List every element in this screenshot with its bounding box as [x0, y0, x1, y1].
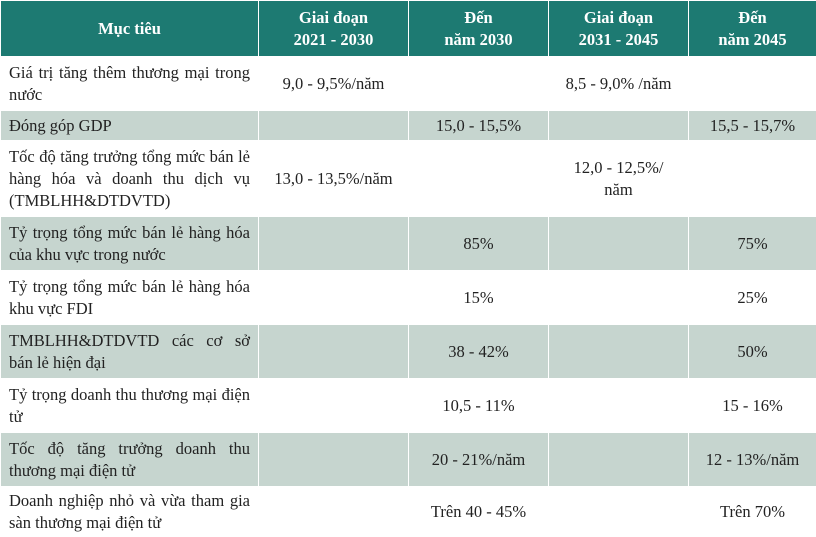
target-value: [259, 379, 409, 433]
target-value: 15%: [409, 271, 549, 325]
header-text: Đến: [417, 7, 540, 29]
header-text: Đến: [697, 7, 808, 29]
target-value: [549, 217, 689, 271]
table-row: Tỷ trọng tổng mức bán lẻ hàng hóa khu vự…: [1, 271, 816, 325]
header-text: Mục tiêu: [9, 18, 250, 40]
target-value: [409, 141, 549, 217]
target-value: [549, 379, 689, 433]
table-row: Tỷ trọng tổng mức bán lẻ hàng hóa của kh…: [1, 217, 816, 271]
table-row: Tốc độ tăng trưởng doanh thu thương mại …: [1, 433, 816, 487]
target-value: [549, 487, 689, 537]
target-value: [259, 271, 409, 325]
target-value: 75%: [689, 217, 816, 271]
target-value: 38 - 42%: [409, 325, 549, 379]
header-text: 2031 - 2045: [557, 29, 680, 51]
table-row: Doanh nghiệp nhỏ và vừa tham gia sàn thư…: [1, 487, 816, 537]
table-row: TMBLHH&DTDVTD các cơ sở bán lẻ hiện đại 3…: [1, 325, 816, 379]
target-value: 85%: [409, 217, 549, 271]
target-value: [259, 433, 409, 487]
target-value: 15,0 - 15,5%: [409, 111, 549, 141]
target-value: [259, 111, 409, 141]
header-text: năm 2045: [697, 29, 808, 51]
table-row: Tỷ trọng doanh thu thương mại điện tử 10,…: [1, 379, 816, 433]
header-text: Giai đoạn: [267, 7, 400, 29]
target-value: [259, 487, 409, 537]
target-value: Trên 70%: [689, 487, 816, 537]
target-value: 13,0 - 13,5%/năm: [259, 141, 409, 217]
target-name: Tỷ trọng tổng mức bán lẻ hàng hóa khu vự…: [1, 271, 259, 325]
target-value: 50%: [689, 325, 816, 379]
target-name: Doanh nghiệp nhỏ và vừa tham gia sàn thư…: [1, 487, 259, 537]
table-row: Tốc độ tăng trưởng tổng mức bán lẻ hàng …: [1, 141, 816, 217]
target-value: [549, 111, 689, 141]
target-value: [689, 141, 816, 217]
header-text: Giai đoạn: [557, 7, 680, 29]
target-name: Tỷ trọng tổng mức bán lẻ hàng hóa của kh…: [1, 217, 259, 271]
target-name: TMBLHH&DTDVTD các cơ sở bán lẻ hiện đại: [1, 325, 259, 379]
target-value: 8,5 - 9,0% /năm: [549, 57, 689, 111]
target-value: 10,5 - 11%: [409, 379, 549, 433]
target-name: Tốc độ tăng trưởng tổng mức bán lẻ hàng …: [1, 141, 259, 217]
target-name: Tỷ trọng doanh thu thương mại điện tử: [1, 379, 259, 433]
target-value: 12 - 13%/năm: [689, 433, 816, 487]
target-value: 12,0 - 12,5%/ năm: [549, 141, 689, 217]
target-value: 15 - 16%: [689, 379, 816, 433]
table-row: Đóng góp GDP 15,0 - 15,5% 15,5 - 15,7%: [1, 111, 816, 141]
target-value: [689, 57, 816, 111]
header-text: năm 2030: [417, 29, 540, 51]
header-text: 2021 - 2030: [267, 29, 400, 51]
target-name: Giá trị tăng thêm thương mại trong nước: [1, 57, 259, 111]
target-value: [549, 271, 689, 325]
target-value: Trên 40 - 45%: [409, 487, 549, 537]
target-value: 15,5 - 15,7%: [689, 111, 816, 141]
target-value: [549, 325, 689, 379]
target-value: 25%: [689, 271, 816, 325]
target-name: Đóng góp GDP: [1, 111, 259, 141]
target-value: [259, 325, 409, 379]
target-value: 9,0 - 9,5%/năm: [259, 57, 409, 111]
target-value: [549, 433, 689, 487]
target-value: [409, 57, 549, 111]
target-value: [259, 217, 409, 271]
target-value: 20 - 21%/năm: [409, 433, 549, 487]
header-cell: Mục tiêu: [1, 1, 259, 57]
target-name: Tốc độ tăng trưởng doanh thu thương mại …: [1, 433, 259, 487]
